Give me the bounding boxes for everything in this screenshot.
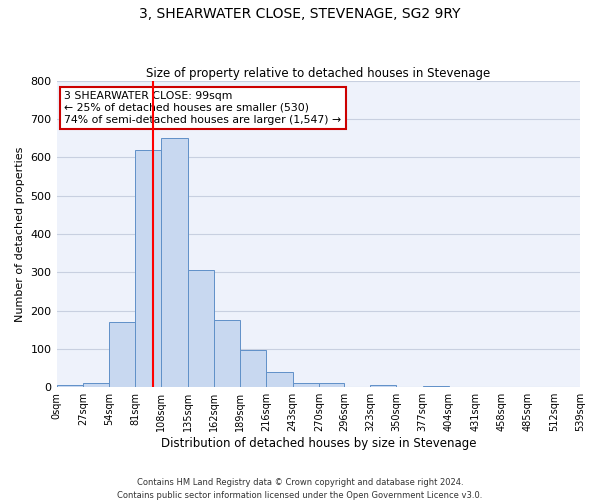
- Bar: [422, 386, 449, 387]
- Bar: [83, 384, 109, 387]
- Bar: [135, 150, 161, 387]
- Bar: [266, 372, 293, 387]
- Text: 3 SHEARWATER CLOSE: 99sqm
← 25% of detached houses are smaller (530)
74% of semi: 3 SHEARWATER CLOSE: 99sqm ← 25% of detac…: [64, 92, 341, 124]
- X-axis label: Distribution of detached houses by size in Stevenage: Distribution of detached houses by size …: [161, 437, 476, 450]
- Bar: [56, 386, 83, 387]
- Text: Contains HM Land Registry data © Crown copyright and database right 2024.
Contai: Contains HM Land Registry data © Crown c…: [118, 478, 482, 500]
- Y-axis label: Number of detached properties: Number of detached properties: [15, 146, 25, 322]
- Title: Size of property relative to detached houses in Stevenage: Size of property relative to detached ho…: [146, 66, 490, 80]
- Text: 3, SHEARWATER CLOSE, STEVENAGE, SG2 9RY: 3, SHEARWATER CLOSE, STEVENAGE, SG2 9RY: [139, 8, 461, 22]
- Bar: [109, 322, 135, 387]
- Bar: [319, 384, 344, 387]
- Bar: [370, 386, 397, 387]
- Bar: [293, 382, 319, 387]
- Bar: [240, 350, 266, 387]
- Bar: [214, 320, 240, 387]
- Bar: [161, 138, 188, 387]
- Bar: [188, 270, 214, 387]
